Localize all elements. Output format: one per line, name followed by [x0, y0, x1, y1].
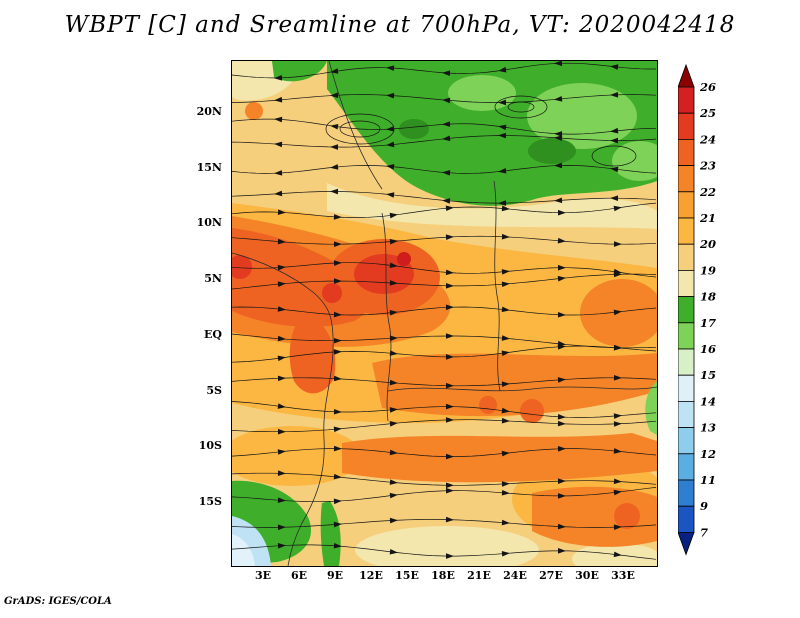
y-axis-tick: 10N [196, 216, 222, 230]
colorbar-label: 18 [700, 290, 716, 304]
colorbar-segment [677, 243, 695, 271]
colorbar-segment [677, 479, 695, 507]
field-lighter-blue [232, 534, 255, 566]
colorbar-label: 21 [699, 211, 716, 225]
colorbar-segment [677, 165, 695, 193]
colorbar-label: 24 [699, 132, 716, 146]
colorbar-label: 15 [700, 368, 716, 382]
colorbar-label: 23 [699, 159, 716, 173]
map-frame [231, 60, 658, 567]
plot-title: WBPT [C] and Sreamline at 700hPa, VT: 20… [64, 12, 736, 38]
colorbar-segment [677, 112, 695, 140]
x-axis: 3E 6E 9E 12E 15E 18E 21E 24E 27E 30E 33E [231, 569, 656, 585]
colorbar-segment [677, 348, 695, 376]
colorbar-segment [677, 269, 695, 297]
colorbar-segment [677, 139, 695, 167]
colorbar-segment [677, 217, 695, 245]
colorbar-label: 12 [700, 447, 716, 461]
colorbar-segment [677, 505, 695, 533]
streamlines-layer [232, 61, 657, 560]
y-axis-tick: 5S [206, 383, 222, 397]
colorbar-svg: 26 25 24 23 22 21 20 19 18 17 16 15 14 13 12 11 9 7 [677, 63, 716, 556]
colorbar-top-arrow [677, 63, 695, 88]
field-red-core [397, 252, 411, 266]
x-axis-tick: 6E [290, 569, 308, 582]
y-axis: 20N 15N 10N 5N EQ 5S 10S 15S [180, 60, 226, 565]
colorbar: 26 25 24 23 22 21 20 19 18 17 16 15 14 13 12 11 9 7 [677, 63, 738, 559]
x-axis-tick: 27E [539, 569, 563, 582]
field-svg [232, 61, 657, 566]
colorbar-label: 16 [700, 342, 716, 356]
colorbar-segment [677, 427, 695, 455]
x-axis-tick: 3E [254, 569, 272, 582]
colorbar-label: 11 [700, 473, 716, 487]
x-axis-tick: 30E [575, 569, 599, 582]
grads-credit: GrADS: IGES/COLA [4, 596, 112, 607]
x-axis-tick: 9E [326, 569, 344, 582]
y-axis-tick: EQ [204, 327, 222, 341]
colorbar-label: 25 [699, 106, 716, 120]
y-axis-tick: 20N [196, 105, 222, 118]
y-axis-tick: 10S [198, 439, 222, 453]
colorbar-label: 17 [700, 316, 716, 330]
country-borders [232, 61, 657, 566]
colorbar-segment [677, 322, 695, 350]
colorbar-label: 26 [699, 80, 716, 94]
colorbar-segment [677, 400, 695, 428]
x-axis-tick: 18E [431, 569, 455, 582]
colorbar-label: 22 [699, 185, 716, 199]
x-axis-tick: 21E [467, 569, 491, 582]
colorbar-label: 14 [700, 394, 716, 408]
y-axis-tick: 5N [204, 272, 222, 286]
colorbar-label: 7 [700, 525, 708, 539]
y-axis-tick: 15N [196, 160, 222, 174]
colorbar-segment [677, 191, 695, 219]
colorbar-label: 19 [700, 263, 716, 277]
colorbar-segment [677, 374, 695, 402]
colorbar-label: 13 [700, 421, 716, 435]
x-axis-tick: 33E [611, 569, 635, 582]
colorbar-bottom-arrow [677, 531, 695, 556]
x-axis-tick: 15E [395, 569, 419, 582]
colorbar-segment [677, 296, 695, 324]
colorbar-label: 9 [700, 499, 708, 513]
x-axis-tick: 24E [503, 569, 527, 582]
colorbar-segment [677, 453, 695, 481]
y-axis-tick: 15S [198, 494, 222, 508]
x-axis-tick: 12E [359, 569, 383, 582]
colorbar-segment [677, 86, 695, 114]
colorbar-label: 20 [699, 237, 716, 251]
field-dark-green [399, 119, 576, 164]
field-red [232, 254, 414, 303]
